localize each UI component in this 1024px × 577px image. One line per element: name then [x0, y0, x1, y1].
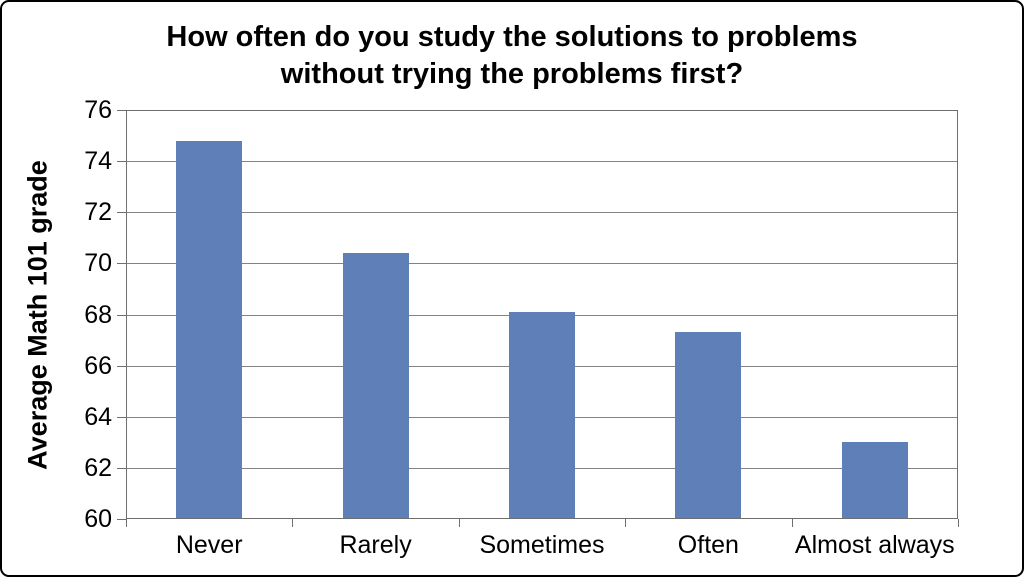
y-tick-label-66: 66 — [84, 351, 112, 380]
y-tick-label-60: 60 — [84, 505, 112, 533]
y-tick-mark-62 — [117, 467, 126, 469]
x-tick-mark-1 — [292, 519, 294, 527]
x-tick-mark-0 — [126, 519, 127, 527]
y-tick-label-76: 76 — [84, 96, 112, 124]
y-tick-label-68: 68 — [84, 300, 112, 329]
x-tick-label-never: Never — [175, 531, 243, 559]
y-tick-mark-66 — [117, 365, 126, 367]
y-tick-mark-76 — [117, 110, 126, 111]
x-tick-mark-3 — [625, 519, 627, 527]
x-tick-mark-2 — [458, 519, 460, 527]
bar-almost-always — [841, 442, 908, 518]
x-tick-label-rarely: Rarely — [339, 531, 412, 559]
x-tick-label-almost-always: Almost always — [794, 531, 955, 559]
bar-sometimes — [509, 311, 575, 518]
bar-often — [675, 332, 742, 518]
y-tick-mark-70 — [117, 263, 126, 265]
gridline-72 — [127, 212, 957, 214]
y-tick-mark-72 — [117, 212, 126, 214]
gridline-74 — [127, 161, 957, 163]
y-tick-mark-68 — [117, 314, 126, 316]
y-tick-label-70: 70 — [84, 249, 112, 278]
y-tick-label-64: 64 — [84, 402, 112, 431]
plot-area — [126, 110, 958, 519]
y-tick-label-62: 62 — [84, 453, 112, 482]
x-tick-mark-4 — [791, 519, 793, 527]
chart-title-line-2: without trying the problems first? — [280, 58, 744, 90]
y-tick-mark-64 — [117, 416, 126, 418]
y-tick-mark-60 — [117, 519, 126, 520]
y-tick-label-74: 74 — [84, 147, 112, 176]
y-tick-label-72: 72 — [84, 198, 112, 227]
chart-title: How often do you study the solutions to … — [2, 19, 1022, 93]
chart-title-line-1: How often do you study the solutions to … — [166, 21, 858, 53]
x-tick-mark-5 — [958, 519, 959, 527]
bar-never — [176, 140, 243, 518]
bar-rarely — [342, 253, 409, 518]
y-tick-mark-74 — [117, 161, 126, 163]
x-tick-label-sometimes: Sometimes — [479, 531, 605, 559]
x-tick-label-often: Often — [677, 531, 739, 559]
gridline-70 — [127, 263, 957, 265]
